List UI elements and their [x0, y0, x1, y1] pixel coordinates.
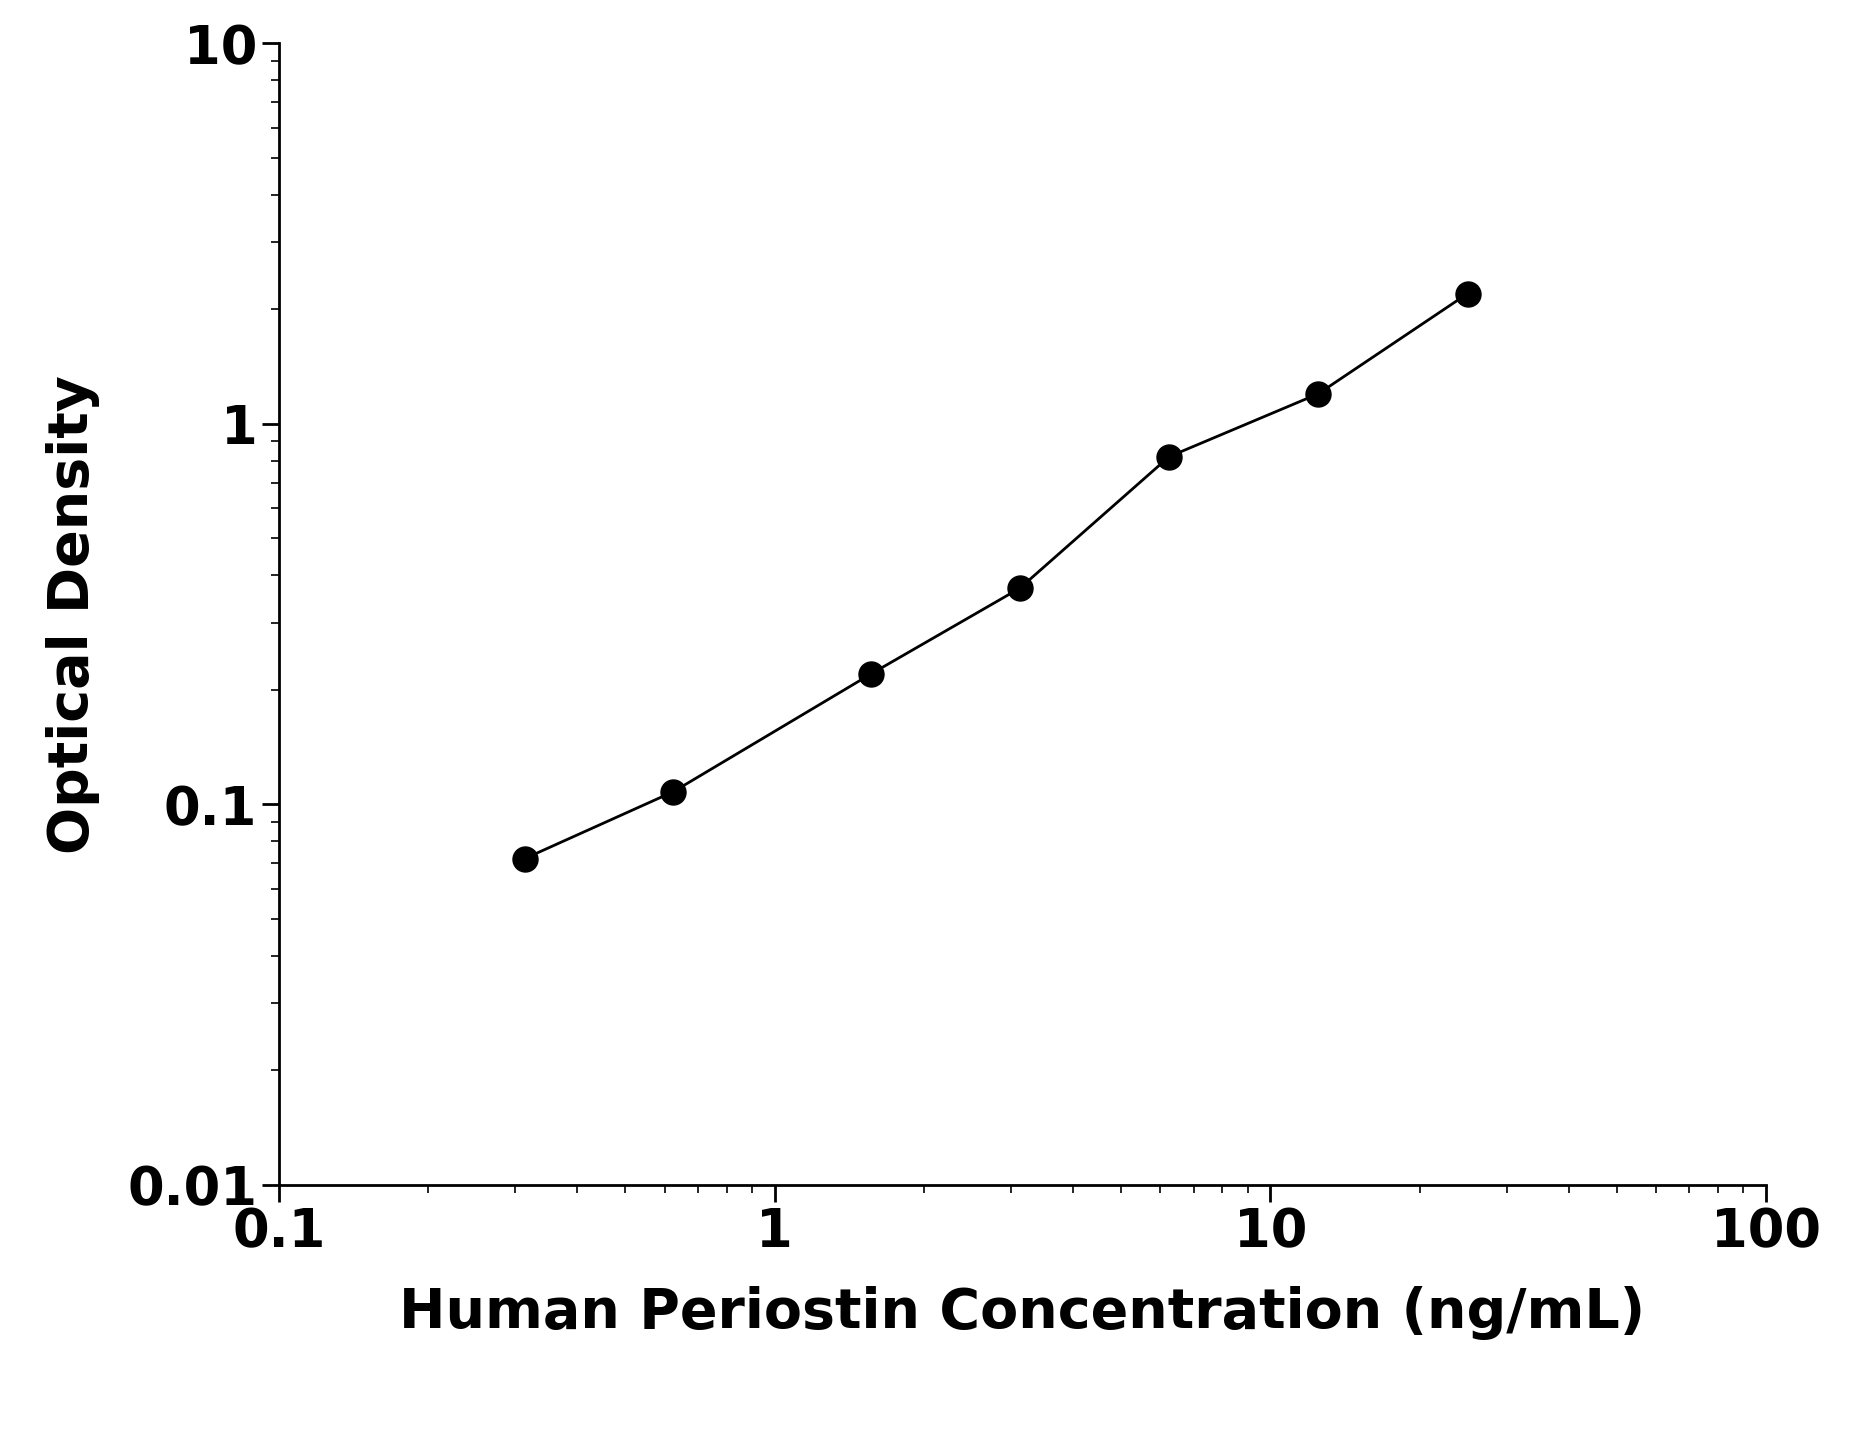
Y-axis label: Optical Density: Optical Density — [45, 374, 100, 854]
X-axis label: Human Periostin Concentration (ng/mL): Human Periostin Concentration (ng/mL) — [400, 1286, 1645, 1340]
